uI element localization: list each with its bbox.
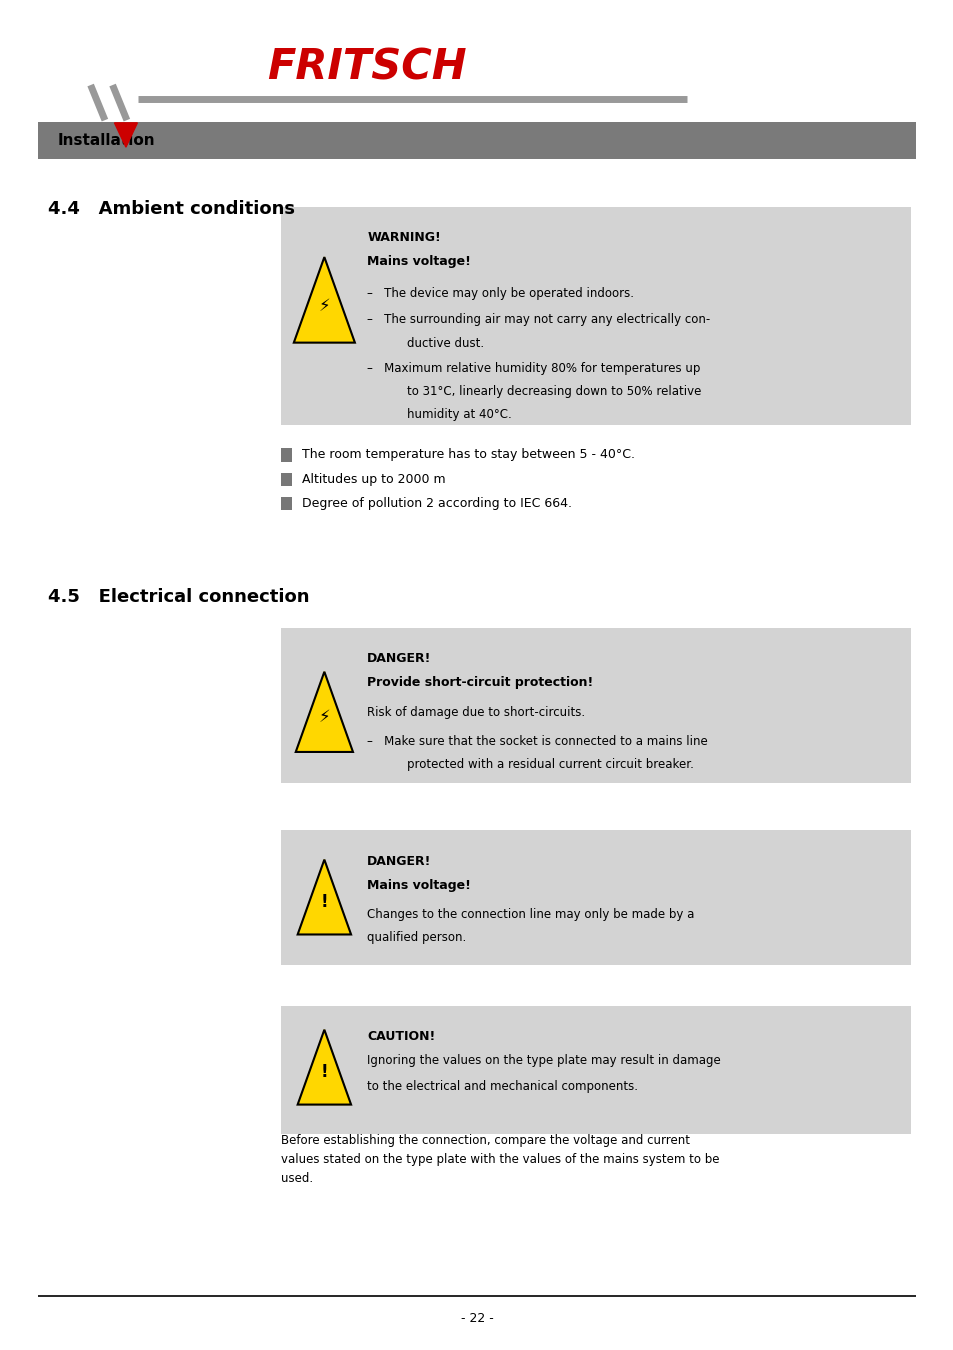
Text: to 31°C, linearly decreasing down to 50% relative: to 31°C, linearly decreasing down to 50%… <box>407 385 701 398</box>
FancyBboxPatch shape <box>281 1006 910 1134</box>
FancyBboxPatch shape <box>281 472 292 486</box>
Text: ⚡: ⚡ <box>318 297 330 315</box>
Text: values stated on the type plate with the values of the mains system to be: values stated on the type plate with the… <box>281 1153 720 1166</box>
Text: Mains voltage!: Mains voltage! <box>367 255 471 269</box>
Text: Risk of damage due to short-circuits.: Risk of damage due to short-circuits. <box>367 706 585 718</box>
Text: qualified person.: qualified person. <box>367 931 466 944</box>
Text: 4.5   Electrical connection: 4.5 Electrical connection <box>48 587 309 606</box>
FancyBboxPatch shape <box>281 497 292 510</box>
Text: DANGER!: DANGER! <box>367 652 431 666</box>
Text: –   Maximum relative humidity 80% for temperatures up: – Maximum relative humidity 80% for temp… <box>367 362 700 375</box>
Text: humidity at 40°C.: humidity at 40°C. <box>407 408 512 421</box>
Text: Mains voltage!: Mains voltage! <box>367 879 471 892</box>
Text: FRITSCH: FRITSCH <box>267 46 466 89</box>
Text: Altitudes up to 2000 m: Altitudes up to 2000 m <box>302 472 446 486</box>
Text: to the electrical and mechanical components.: to the electrical and mechanical compone… <box>367 1080 638 1094</box>
FancyBboxPatch shape <box>38 122 915 159</box>
FancyBboxPatch shape <box>281 628 910 783</box>
Text: –   Make sure that the socket is connected to a mains line: – Make sure that the socket is connected… <box>367 734 707 748</box>
Text: CAUTION!: CAUTION! <box>367 1030 436 1044</box>
Polygon shape <box>294 256 355 343</box>
Polygon shape <box>297 1030 351 1104</box>
Text: !: ! <box>320 1064 328 1081</box>
Text: Degree of pollution 2 according to IEC 664.: Degree of pollution 2 according to IEC 6… <box>302 497 572 510</box>
Text: Changes to the connection line may only be made by a: Changes to the connection line may only … <box>367 909 694 921</box>
Text: ductive dust.: ductive dust. <box>407 336 484 350</box>
Text: Provide short-circuit protection!: Provide short-circuit protection! <box>367 676 593 690</box>
Text: ⚡: ⚡ <box>318 709 330 726</box>
Text: The room temperature has to stay between 5 - 40°C.: The room temperature has to stay between… <box>302 448 635 462</box>
Text: !: ! <box>320 894 328 911</box>
Text: –   The device may only be operated indoors.: – The device may only be operated indoor… <box>367 286 634 300</box>
Text: Ignoring the values on the type plate may result in damage: Ignoring the values on the type plate ma… <box>367 1054 720 1068</box>
Text: DANGER!: DANGER! <box>367 855 431 868</box>
Polygon shape <box>297 860 351 934</box>
Text: Installation: Installation <box>57 132 154 148</box>
FancyBboxPatch shape <box>281 830 910 965</box>
Polygon shape <box>295 672 353 752</box>
Text: WARNING!: WARNING! <box>367 231 440 244</box>
Text: –   The surrounding air may not carry any electrically con-: – The surrounding air may not carry any … <box>367 313 710 327</box>
Text: - 22 -: - 22 - <box>460 1312 493 1326</box>
FancyBboxPatch shape <box>281 207 910 425</box>
Text: protected with a residual current circuit breaker.: protected with a residual current circui… <box>407 757 694 771</box>
Text: used.: used. <box>281 1172 314 1185</box>
Text: Before establishing the connection, compare the voltage and current: Before establishing the connection, comp… <box>281 1134 690 1148</box>
Polygon shape <box>114 123 137 147</box>
FancyBboxPatch shape <box>281 448 292 462</box>
Text: 4.4   Ambient conditions: 4.4 Ambient conditions <box>48 200 294 219</box>
